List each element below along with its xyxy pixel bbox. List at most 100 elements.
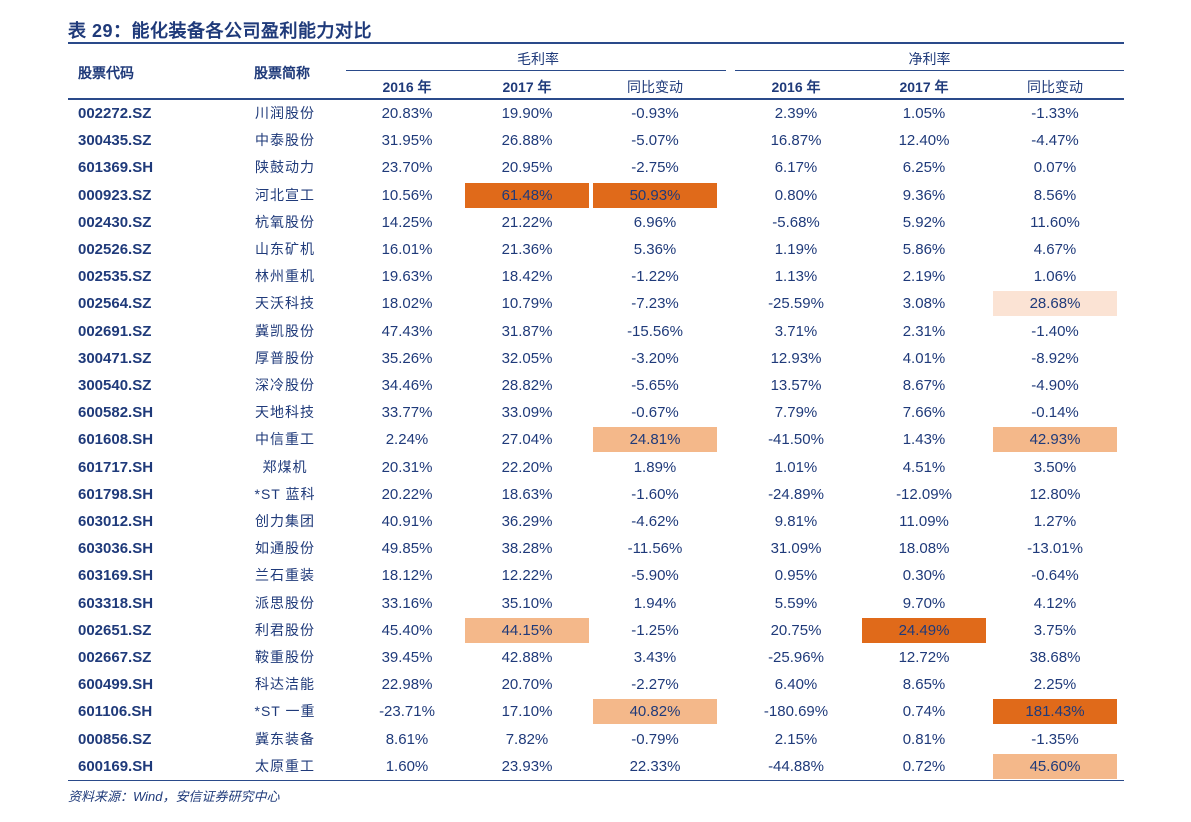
stock-name-cell: 创力集团 <box>255 513 315 529</box>
gmchg-cell: -1.60% <box>596 481 714 508</box>
gm17-cell: 7.82% <box>468 726 586 753</box>
stock-name-cell: 如通股份 <box>255 540 315 557</box>
cell-value: -5.07% <box>631 132 679 150</box>
cell-value: 4.01% <box>902 349 946 367</box>
nm16-cell: 5.59% <box>737 590 855 617</box>
nm17-cell: 4.51% <box>865 454 983 481</box>
gm16-cell: 14.25% <box>348 209 466 236</box>
table-row: 002535.SZ 林州重机 19.63% 18.42% -1.22% 1.13% 2.19… <box>0 263 1191 290</box>
nmchg-cell: 45.60% <box>993 753 1117 780</box>
cell-value: 4.67% <box>1033 241 1077 258</box>
cell-value: 5.59% <box>774 594 818 612</box>
cell-value: 33.09% <box>501 404 553 422</box>
gm17-cell: 27.04% <box>468 426 586 453</box>
gm17-cell: 17.10% <box>468 698 586 725</box>
gmchg-cell: -7.23% <box>596 290 714 317</box>
stock-name-cell: 山东矿机 <box>255 241 315 257</box>
cell-value: 31.87% <box>501 322 553 340</box>
nm17-cell: 4.01% <box>865 345 983 372</box>
cell-value: 61.48% <box>501 186 553 204</box>
nmchg-cell: 181.43% <box>993 698 1117 725</box>
cell-value: -24.89% <box>768 485 824 503</box>
gm16-cell: 35.26% <box>348 345 466 372</box>
cell-value: 21.22% <box>501 213 553 231</box>
header-gm-2016: 2016 年 <box>382 79 432 95</box>
cell-value: 7.79% <box>774 404 818 422</box>
cell-value: 1.19% <box>774 241 818 258</box>
gm17-cell: 21.36% <box>468 236 586 263</box>
nm17-cell: 2.19% <box>865 263 983 290</box>
gmchg-cell: 1.89% <box>596 454 714 481</box>
nm17-cell: 9.36% <box>865 182 983 209</box>
nmchg-cell: 8.56% <box>996 182 1114 209</box>
stock-name-cell: 深冷股份 <box>255 377 315 393</box>
gm17-cell: 26.88% <box>468 127 586 154</box>
nm16-cell: 13.57% <box>737 372 855 399</box>
stock-code-cell: 601798.SH <box>78 485 154 503</box>
cell-value: 18.42% <box>501 268 553 286</box>
nm17-cell: 12.40% <box>865 127 983 154</box>
cell-value: 18.12% <box>381 567 433 585</box>
cell-value: -2.75% <box>631 159 679 177</box>
gm16-cell: 49.85% <box>348 535 466 562</box>
header-nm-2017: 2017 年 <box>899 79 949 95</box>
gmchg-cell: -0.67% <box>596 399 714 426</box>
cell-value: 9.81% <box>774 513 818 530</box>
cell-value: 1.89% <box>633 458 677 476</box>
gmchg-cell: -5.65% <box>596 372 714 399</box>
nm17-cell: 8.65% <box>865 671 983 698</box>
nm16-cell: -44.88% <box>737 753 855 780</box>
cell-value: 3.50% <box>1033 458 1077 476</box>
table-row: 601106.SH *ST 一重 -23.71% 17.10% 40.82% -180.6… <box>0 698 1191 725</box>
cell-value: -23.71% <box>379 703 435 721</box>
stock-code-cell: 600499.SH <box>78 676 154 694</box>
cell-value: 35.10% <box>501 594 553 612</box>
gmchg-cell: -5.90% <box>596 562 714 589</box>
cell-value: 11.60% <box>1030 213 1080 231</box>
stock-code-cell: 002564.SZ <box>78 295 152 313</box>
stock-code-cell: 002667.SZ <box>78 649 152 666</box>
gm16-cell: 18.12% <box>348 562 466 589</box>
nm17-cell: 0.72% <box>865 753 983 780</box>
cell-value: 22.33% <box>629 757 681 775</box>
cell-value: 24.49% <box>898 621 950 639</box>
gm17-cell: 38.28% <box>468 535 586 562</box>
header-gm-2017: 2017 年 <box>502 79 552 95</box>
highlight-fill <box>862 617 986 643</box>
cell-value: 12.22% <box>501 567 553 585</box>
cell-value: 8.65% <box>902 676 946 694</box>
stock-name-cell: 冀凯股份 <box>255 322 315 339</box>
gm16-cell: 22.98% <box>348 671 466 698</box>
stock-name-cell: *ST 蓝科 <box>254 485 316 502</box>
nm17-cell: 6.25% <box>865 154 983 181</box>
nm17-cell: 1.43% <box>865 426 983 453</box>
gm17-cell: 22.20% <box>468 454 586 481</box>
gm17-cell: 33.09% <box>468 399 586 426</box>
cell-value: 22.20% <box>501 458 553 476</box>
nm17-cell: 12.72% <box>865 644 983 671</box>
nmchg-cell: 4.67% <box>996 236 1114 263</box>
nm16-cell: 7.79% <box>737 399 855 426</box>
nm16-cell: -24.89% <box>737 481 855 508</box>
nmchg-cell: 12.80% <box>996 481 1114 508</box>
gmchg-cell: -5.07% <box>596 127 714 154</box>
stock-name-cell: 天沃科技 <box>255 295 315 312</box>
cell-value: 40.91% <box>381 513 433 530</box>
stock-code-cell: 603169.SH <box>78 567 154 585</box>
cell-value: 1.06% <box>1033 268 1077 286</box>
cell-value: 9.36% <box>902 186 946 204</box>
nm17-cell: 5.86% <box>865 236 983 263</box>
gmchg-cell: -3.20% <box>596 345 714 372</box>
cell-value: 49.85% <box>381 540 433 558</box>
stock-name-cell: 科达洁能 <box>255 676 315 693</box>
cell-value: 18.08% <box>898 540 950 558</box>
cell-value: 20.75% <box>770 621 822 639</box>
title-rule <box>68 42 1124 44</box>
cell-value: 21.36% <box>501 241 553 258</box>
stock-name-cell: 冀东装备 <box>255 730 315 747</box>
gmchg-cell: 50.93% <box>593 182 717 209</box>
nmchg-cell: -8.92% <box>996 345 1114 372</box>
cell-value: -0.93% <box>631 105 679 122</box>
table-row: 300435.SZ 中泰股份 31.95% 26.88% -5.07% 16.87% 12.… <box>0 127 1191 154</box>
cell-value: 24.81% <box>629 431 681 449</box>
